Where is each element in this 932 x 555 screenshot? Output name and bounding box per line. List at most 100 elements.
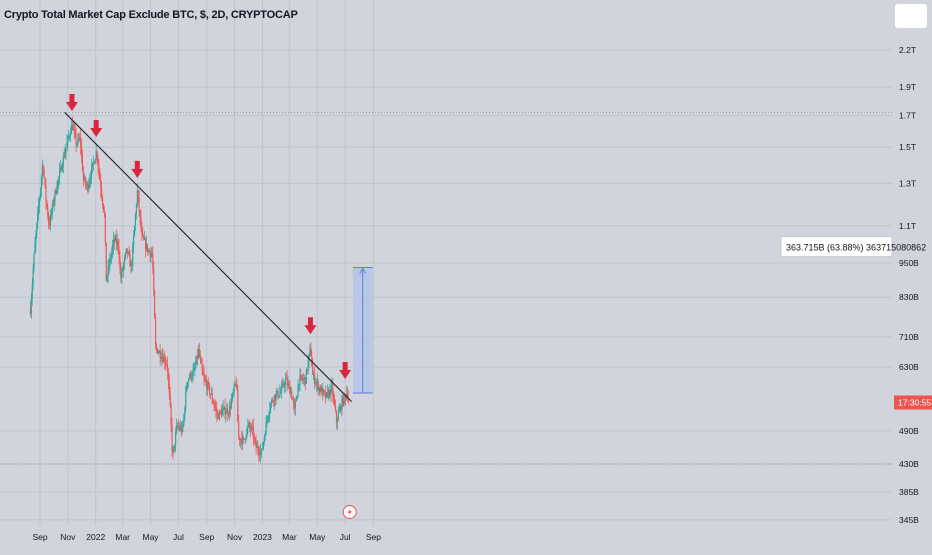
- candle: [81, 149, 84, 172]
- candle-body: [163, 357, 165, 362]
- candle-body: [146, 243, 148, 252]
- candle-body: [330, 385, 332, 395]
- candle-body: [114, 237, 116, 242]
- candle: [168, 374, 170, 401]
- candle-body: [294, 401, 296, 408]
- candle-body: [260, 451, 262, 456]
- candle: [150, 246, 152, 264]
- candle: [324, 385, 327, 404]
- candle: [262, 441, 264, 451]
- candle: [37, 206, 39, 229]
- candle: [207, 379, 209, 396]
- candle: [62, 152, 64, 174]
- candle-body: [270, 404, 272, 410]
- candle: [30, 292, 32, 319]
- x-tick-label: Mar: [115, 532, 130, 542]
- candle-body: [264, 434, 266, 438]
- last-price-tag-bg: [894, 395, 932, 410]
- candle-body: [159, 351, 161, 359]
- candle-body: [179, 426, 181, 429]
- candle: [112, 239, 114, 259]
- candle-body: [312, 366, 314, 375]
- candle-body: [36, 223, 38, 234]
- candle-body: [62, 156, 64, 167]
- candle: [293, 397, 295, 415]
- candle: [91, 162, 94, 174]
- candle: [195, 355, 197, 371]
- candle-body: [178, 426, 180, 429]
- candle-body: [118, 247, 120, 258]
- candle-body: [180, 426, 182, 432]
- candle-body: [333, 396, 335, 400]
- candle: [63, 148, 65, 160]
- candle: [305, 367, 307, 384]
- candle: [90, 170, 92, 188]
- candle: [84, 175, 86, 190]
- candle-body: [92, 162, 94, 163]
- candle-body: [38, 205, 40, 213]
- candle: [314, 377, 317, 387]
- candle: [42, 163, 44, 176]
- candle: [86, 181, 88, 192]
- candle: [185, 385, 187, 413]
- candle: [100, 173, 102, 198]
- candle: [78, 132, 80, 143]
- candle: [59, 162, 61, 186]
- candle: [280, 386, 282, 395]
- candle: [134, 212, 137, 232]
- candle: [89, 174, 91, 189]
- candle-body: [138, 197, 140, 211]
- candle: [338, 403, 340, 414]
- candle: [294, 398, 296, 416]
- candle-body: [346, 394, 348, 399]
- candle-body: [56, 189, 58, 194]
- candle: [101, 180, 103, 202]
- candle: [60, 164, 63, 172]
- candle-body: [246, 428, 248, 437]
- candle: [95, 143, 97, 162]
- time-axis: Sep Nov 2022 Mar May Jul Sep Nov 2023 Mar May Jul Se…: [32, 532, 381, 542]
- candle-body: [198, 349, 200, 357]
- candle: [123, 254, 126, 271]
- candle: [283, 381, 285, 393]
- candle-body: [313, 373, 315, 375]
- chart-options-button[interactable]: [895, 4, 927, 28]
- candle-body: [139, 210, 141, 217]
- candle-body: [112, 245, 114, 252]
- candle: [107, 259, 109, 283]
- candle: [139, 209, 141, 225]
- candle: [324, 389, 326, 396]
- candle: [295, 396, 297, 402]
- candle: [345, 385, 348, 401]
- candle-body: [160, 358, 162, 359]
- candle-body: [149, 251, 151, 257]
- candle: [106, 274, 108, 284]
- candle-body: [292, 400, 295, 404]
- candle: [146, 243, 148, 256]
- candle-body: [59, 170, 61, 178]
- candle-body: [174, 444, 176, 446]
- candle: [286, 370, 288, 391]
- candle: [164, 350, 166, 370]
- candle-body: [288, 383, 290, 386]
- candle-body: [209, 393, 211, 395]
- candle-body: [169, 393, 171, 406]
- candle-body: [91, 166, 93, 178]
- y-tick-label: 710B: [899, 332, 919, 342]
- candle: [85, 178, 87, 190]
- candle: [318, 386, 320, 396]
- candle-body: [254, 438, 256, 442]
- candle-body: [123, 257, 126, 264]
- candle: [104, 212, 106, 247]
- candle: [292, 395, 295, 411]
- candle-body: [224, 406, 226, 416]
- candle-body: [154, 290, 156, 319]
- candle: [225, 408, 227, 423]
- candle-body: [84, 177, 86, 184]
- candle-body: [101, 188, 103, 197]
- candle-body: [306, 369, 308, 371]
- y-tick-label: 630B: [899, 362, 919, 372]
- x-tick-label: May: [143, 532, 160, 542]
